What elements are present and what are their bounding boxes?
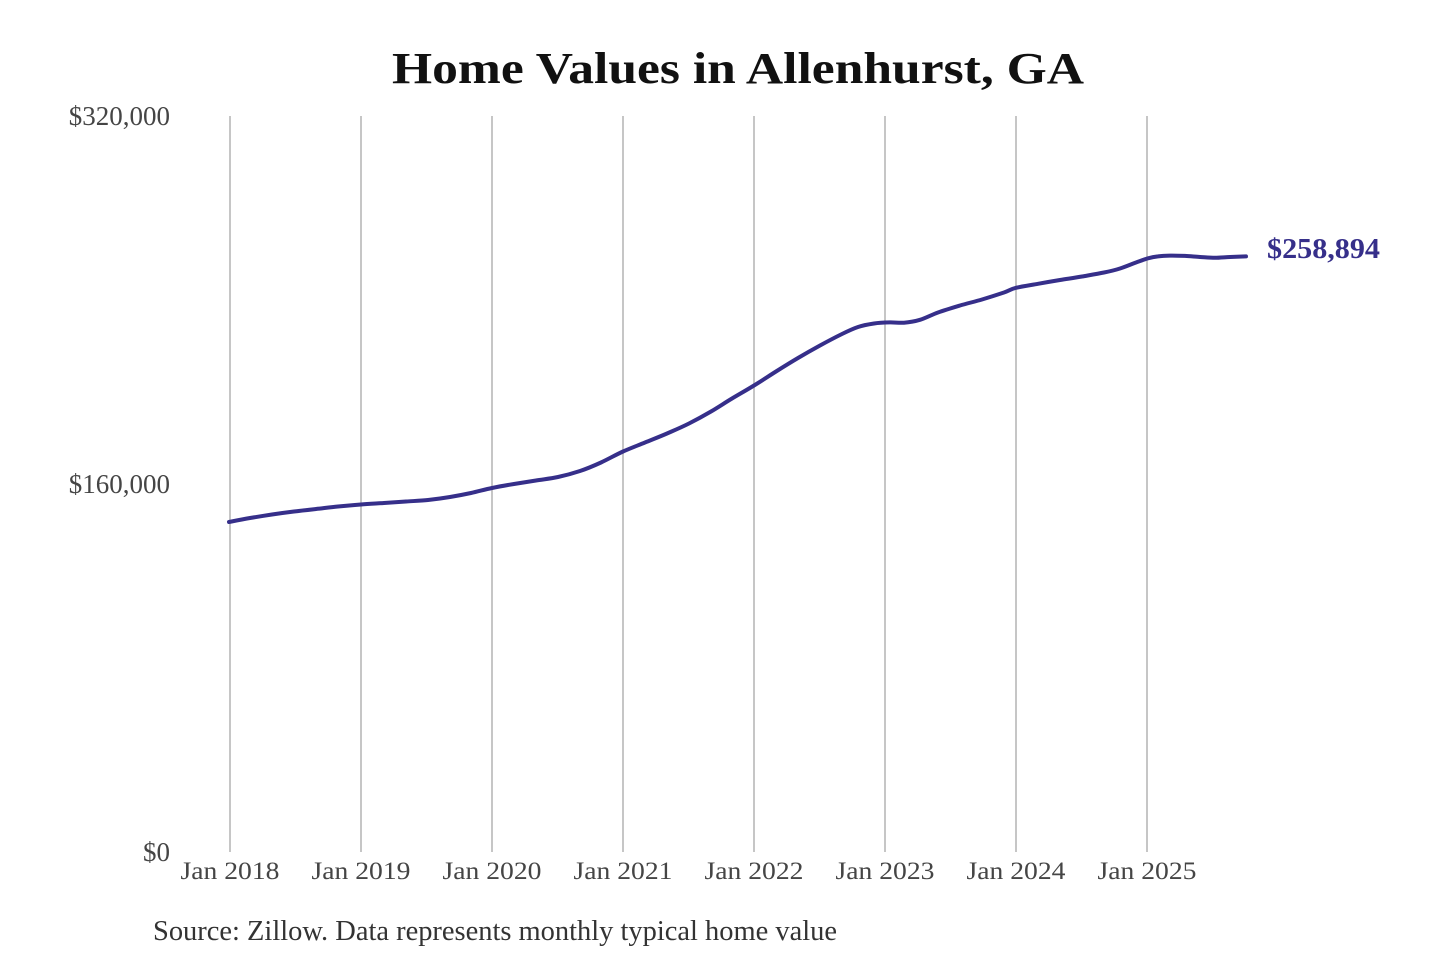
svg-text:Home Values in Allenhurst, GA: Home Values in Allenhurst, GA <box>392 44 1084 93</box>
svg-text:Source: Zillow. Data represent: Source: Zillow. Data represents monthly … <box>153 916 837 947</box>
svg-text:$0: $0 <box>143 837 170 867</box>
svg-text:Jan 2023: Jan 2023 <box>836 858 935 885</box>
svg-text:Jan 2018: Jan 2018 <box>181 858 280 885</box>
svg-text:Jan 2021: Jan 2021 <box>574 858 673 885</box>
svg-text:Jan 2024: Jan 2024 <box>967 858 1067 885</box>
svg-text:$258,894: $258,894 <box>1267 234 1380 265</box>
svg-text:Jan 2020: Jan 2020 <box>443 858 542 885</box>
svg-text:Jan 2019: Jan 2019 <box>312 858 411 885</box>
svg-text:Jan 2025: Jan 2025 <box>1098 858 1197 885</box>
svg-text:$320,000: $320,000 <box>69 101 170 131</box>
svg-text:Jan 2022: Jan 2022 <box>705 858 804 885</box>
svg-text:$160,000: $160,000 <box>69 469 170 499</box>
